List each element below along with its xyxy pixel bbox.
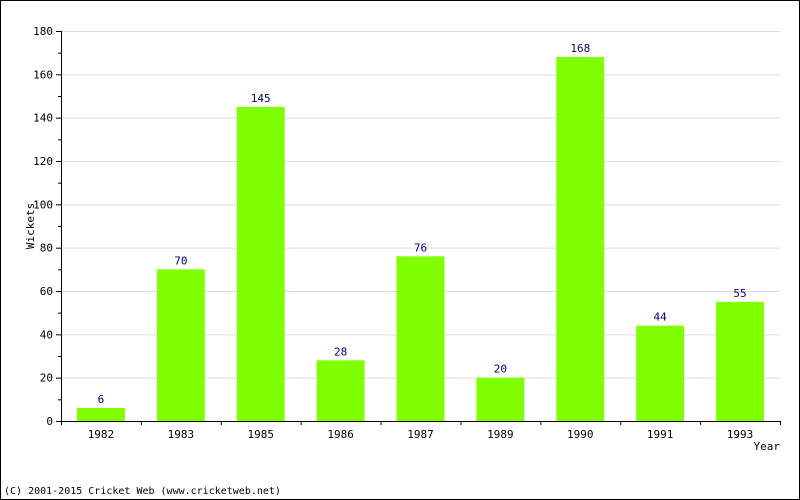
x-tick-label: 1986 [327,428,354,441]
x-tick-label: 1983 [168,428,195,441]
data-label: 168 [570,42,590,55]
x-tick-label: 1991 [647,428,674,441]
data-label: 55 [733,287,746,300]
y-tick-label: 100 [33,198,53,211]
bars [76,57,765,421]
x-tick-label: 1989 [487,428,514,441]
data-label: 28 [334,345,347,358]
data-label: 76 [414,241,427,254]
copyright-notice: (C) 2001-2015 Cricket Web (www.cricketwe… [4,486,281,497]
x-tick-label: 1993 [727,428,754,441]
x-tick-label: 1982 [88,428,115,441]
bar-1990 [556,57,605,421]
y-tick-label: 60 [40,285,53,298]
x-axis-title: Year [754,440,781,453]
y-tick-label: 140 [33,112,53,125]
bar-1993 [716,301,765,421]
x-tick-label: 1985 [247,428,274,441]
data-label: 70 [174,254,187,267]
y-tick-label: 0 [46,415,53,428]
bar-1982 [76,408,125,421]
bar-1989 [476,377,525,421]
bar-1983 [156,269,205,421]
bar-1991 [636,325,685,421]
y-axis-title: Wickets [24,203,37,249]
y-tick-label: 180 [33,25,53,38]
bar-1986 [316,360,365,421]
data-label: 20 [494,363,507,376]
bar-1985 [236,106,285,421]
y-tick-label: 120 [33,155,53,168]
data-label: 6 [98,393,105,406]
data-label: 44 [654,311,668,324]
axes [56,31,781,425]
y-tick-label: 80 [40,242,53,255]
y-tick-label: 20 [40,372,53,385]
data-label: 145 [251,92,271,105]
x-tick-label: 1987 [407,428,434,441]
labels: 0 20 40 60 80 100 120 140 160 180 6 1982 70 1983 145 19… [33,25,753,441]
x-tick-label: 1990 [567,428,594,441]
y-tick-label: 40 [40,328,53,341]
bar-1987 [396,256,445,421]
y-tick-label: 160 [33,68,53,81]
